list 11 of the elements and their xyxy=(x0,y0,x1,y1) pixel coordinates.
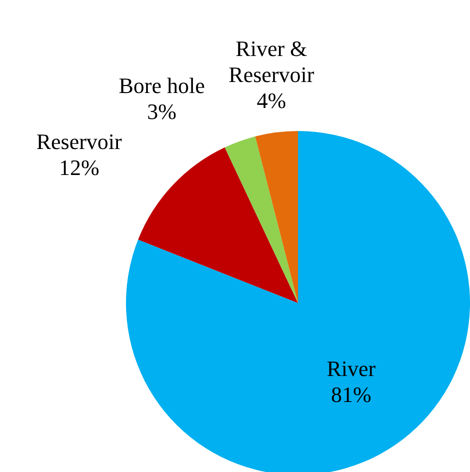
data-label: 12% xyxy=(58,154,100,180)
slice-label: River xyxy=(326,356,376,381)
slice-label: River & Reservoir xyxy=(228,35,315,86)
slice-label: Reservoir xyxy=(36,128,123,154)
data-label: 4% xyxy=(256,87,286,112)
data-label: 3% xyxy=(147,98,176,124)
pie-slice xyxy=(224,136,298,303)
pie-slice xyxy=(255,131,298,303)
slice-label: Bore hole xyxy=(118,72,205,98)
pie-slice xyxy=(138,147,298,303)
data-label: 81% xyxy=(331,382,372,407)
